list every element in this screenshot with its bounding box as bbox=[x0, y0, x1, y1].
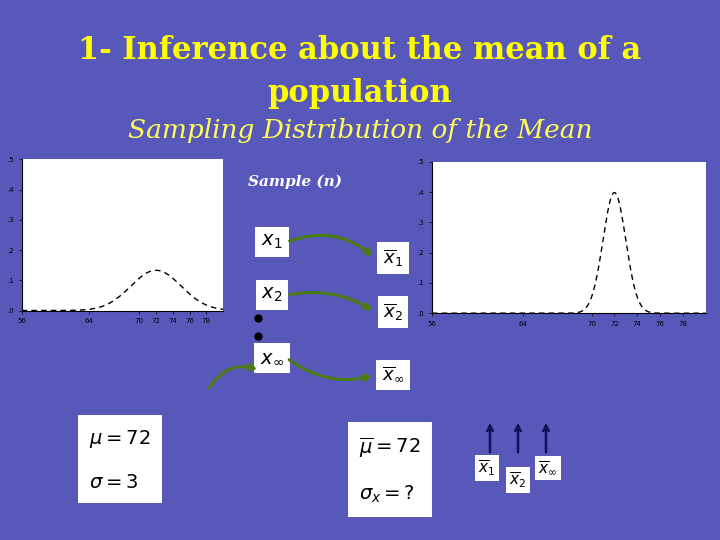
Text: $\overline{x}_2$: $\overline{x}_2$ bbox=[383, 301, 403, 323]
Text: Population: Population bbox=[62, 210, 154, 224]
Text: $\overline{x}_1$: $\overline{x}_1$ bbox=[478, 458, 495, 478]
Text: Sampling Distribution of the Mean: Sampling Distribution of the Mean bbox=[127, 118, 593, 143]
Text: $x_{\infty}$: $x_{\infty}$ bbox=[260, 349, 284, 367]
Text: $x_2$: $x_2$ bbox=[261, 286, 283, 304]
Text: 1- Inference about the mean of a: 1- Inference about the mean of a bbox=[78, 35, 642, 66]
Text: $\overline{x}_{\infty}$: $\overline{x}_{\infty}$ bbox=[382, 366, 404, 384]
Text: $\overline{x}_2$: $\overline{x}_2$ bbox=[509, 470, 526, 490]
Text: population: population bbox=[268, 78, 452, 109]
Text: $\mu = 72$

$\sigma = 3$: $\mu = 72$ $\sigma = 3$ bbox=[89, 428, 150, 492]
Text: $\overline{\mu} = 72$

$\sigma_x = ?$: $\overline{\mu} = 72$ $\sigma_x = ?$ bbox=[359, 435, 420, 505]
Text: $\overline{x}_{\infty}$: $\overline{x}_{\infty}$ bbox=[539, 460, 557, 476]
Text: $x_1$: $x_1$ bbox=[261, 233, 283, 251]
Text: $\overline{x}_1$: $\overline{x}_1$ bbox=[383, 247, 403, 269]
Text: Sample (n): Sample (n) bbox=[248, 175, 342, 190]
Text: Sampling Distribution
   of the Mean: Sampling Distribution of the Mean bbox=[503, 180, 677, 210]
